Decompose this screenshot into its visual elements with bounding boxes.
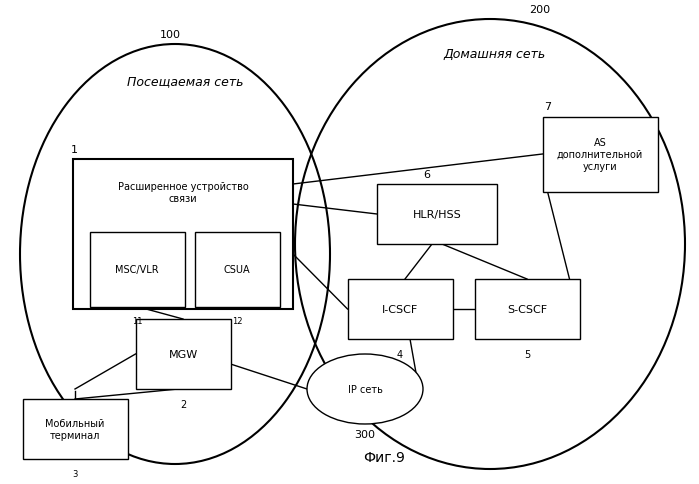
Text: IP сеть: IP сеть	[347, 384, 382, 394]
Text: 12: 12	[232, 317, 243, 326]
Text: Посещаемая сеть: Посещаемая сеть	[127, 75, 243, 88]
Text: Домашняя сеть: Домашняя сеть	[444, 48, 546, 61]
FancyBboxPatch shape	[347, 279, 452, 339]
FancyBboxPatch shape	[22, 399, 127, 459]
Text: 4: 4	[397, 349, 403, 359]
Text: I-CSCF: I-CSCF	[382, 304, 418, 314]
Text: 100: 100	[159, 30, 180, 40]
Text: Мобильный
терминал: Мобильный терминал	[45, 418, 105, 440]
FancyBboxPatch shape	[194, 232, 280, 307]
FancyBboxPatch shape	[136, 319, 231, 389]
FancyBboxPatch shape	[89, 232, 185, 307]
Text: 2: 2	[180, 399, 186, 409]
Text: 5: 5	[524, 349, 530, 359]
Text: CSUA: CSUA	[224, 264, 250, 274]
FancyBboxPatch shape	[377, 184, 497, 244]
FancyBboxPatch shape	[475, 279, 579, 339]
Text: Фиг.9: Фиг.9	[363, 450, 405, 464]
Text: 11: 11	[131, 317, 143, 326]
Text: S-CSCF: S-CSCF	[507, 304, 547, 314]
Text: 200: 200	[529, 5, 551, 15]
Text: AS
дополнительной
услуги: AS дополнительной услуги	[557, 138, 643, 171]
Text: 300: 300	[354, 429, 375, 439]
FancyBboxPatch shape	[542, 117, 658, 192]
Text: 7: 7	[544, 102, 551, 112]
Text: MGW: MGW	[168, 349, 198, 359]
Text: Расширенное устройство
связи: Расширенное устройство связи	[117, 182, 248, 203]
Ellipse shape	[307, 354, 423, 424]
Text: 6: 6	[0, 483, 1, 484]
Text: MSC/VLR: MSC/VLR	[115, 264, 159, 274]
Text: 1: 1	[71, 145, 78, 155]
FancyBboxPatch shape	[73, 160, 293, 309]
Text: 6: 6	[424, 170, 431, 180]
Text: 3: 3	[72, 469, 78, 478]
Text: HLR/HSS: HLR/HSS	[412, 210, 461, 220]
